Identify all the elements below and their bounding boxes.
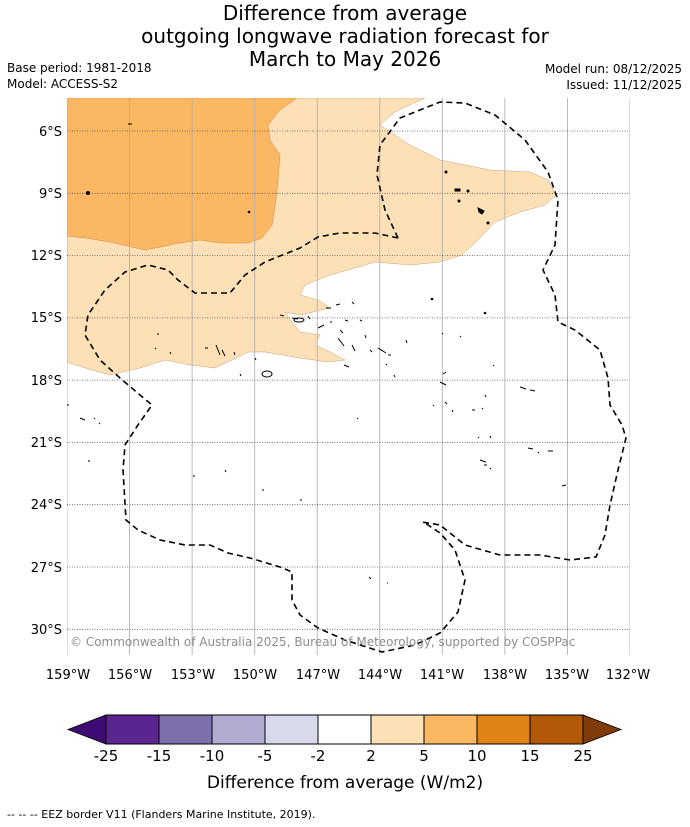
lat-label: 15°S: [31, 311, 62, 326]
lon-label: 153°W: [171, 668, 215, 683]
lon-label: 150°W: [233, 668, 277, 683]
colorbar-dividers: [158, 715, 531, 744]
colorbar-tick: -5: [258, 747, 273, 765]
colorbar-tick: -2: [311, 747, 326, 765]
model-run: Model run: 08/12/2025: [544, 62, 682, 76]
base-period: Base period: 1981-2018: [7, 61, 152, 75]
copyright-text: © Commonwealth of Australia 2025, Bureau…: [70, 635, 575, 649]
lon-label: 147°W: [296, 668, 340, 683]
colorbar-tick: -10: [200, 747, 225, 765]
colorbar-bin: [530, 715, 583, 744]
lon-label: 138°W: [483, 668, 527, 683]
eez-legend: -- -- -- EEZ border V11 (Flanders Marine…: [7, 808, 316, 821]
lon-label: 135°W: [545, 668, 589, 683]
lat-label: 24°S: [31, 498, 62, 513]
lat-label: 21°S: [31, 436, 62, 451]
title-line-3: March to May 2026: [248, 47, 442, 71]
colorbar-ticks: -25 -15 -10 -5 -2 2 5 10 15 25: [94, 747, 593, 765]
lat-label: 30°S: [31, 623, 62, 638]
chart-title: Difference from average outgoing longwav…: [0, 2, 690, 71]
lon-label: 132°W: [606, 668, 650, 683]
lat-label: 6°S: [39, 125, 62, 140]
issued-date: Issued: 11/12/2025: [566, 78, 682, 92]
colorbar-outline: [105, 714, 584, 745]
colorbar-tick: 5: [419, 747, 429, 765]
colorbar-bin: [265, 715, 318, 744]
meta-right: Model run: 08/12/2025 Issued: 11/12/2025: [545, 61, 682, 93]
colorbar-bin: [371, 715, 424, 744]
colorbar-tick: 10: [467, 747, 486, 765]
lon-label: 141°W: [420, 668, 464, 683]
colorbar-tick: -15: [147, 747, 172, 765]
colorbar-bin: [318, 715, 371, 744]
colorbar-tick: -25: [94, 747, 119, 765]
meta-left: Base period: 1981-2018 Model: ACCESS-S2: [7, 60, 152, 92]
colorbar: -25 -15 -10 -5 -2 2 5 10 15 25 Differenc…: [66, 714, 623, 793]
colorbar-label: Difference from average (W/m2): [207, 773, 483, 793]
lat-axis: 6°S 9°S 12°S 15°S 18°S 21°S 24°S 27°S 30…: [31, 125, 62, 638]
lat-label: 18°S: [31, 374, 62, 389]
atoll-icon: [293, 317, 305, 323]
lon-axis: 159°W 156°W 153°W 150°W 147°W 144°W 141°…: [46, 668, 650, 683]
islands: [67, 123, 567, 584]
colorbar-min-extension: [66, 714, 107, 745]
model-name: Model: ACCESS-S2: [7, 77, 119, 91]
title-line-2: outgoing longwave radiation forecast for: [141, 24, 549, 48]
atoll-icon: [261, 370, 273, 378]
colorbar-tick: 15: [520, 747, 539, 765]
colorbar-bin: [106, 715, 159, 744]
title-line-1: Difference from average: [222, 1, 468, 25]
lat-label: 9°S: [39, 187, 62, 202]
lat-label: 27°S: [31, 561, 62, 576]
colorbar-bin: [159, 715, 212, 744]
anomaly-region-5-10: [67, 98, 298, 251]
colorbar-bin: [477, 715, 530, 744]
colorbar-tick: 25: [573, 747, 592, 765]
lon-label: 159°W: [46, 668, 90, 683]
colorbar-bin: [424, 715, 477, 744]
colorbar-tick: 2: [366, 747, 376, 765]
lon-label: 156°W: [108, 668, 152, 683]
lat-label: 12°S: [31, 249, 62, 264]
eez-borders: [84, 101, 627, 653]
map-area: [67, 98, 630, 655]
lon-label: 144°W: [358, 668, 402, 683]
colorbar-max-extension: [582, 714, 623, 745]
colorbar-bin: [212, 715, 265, 744]
